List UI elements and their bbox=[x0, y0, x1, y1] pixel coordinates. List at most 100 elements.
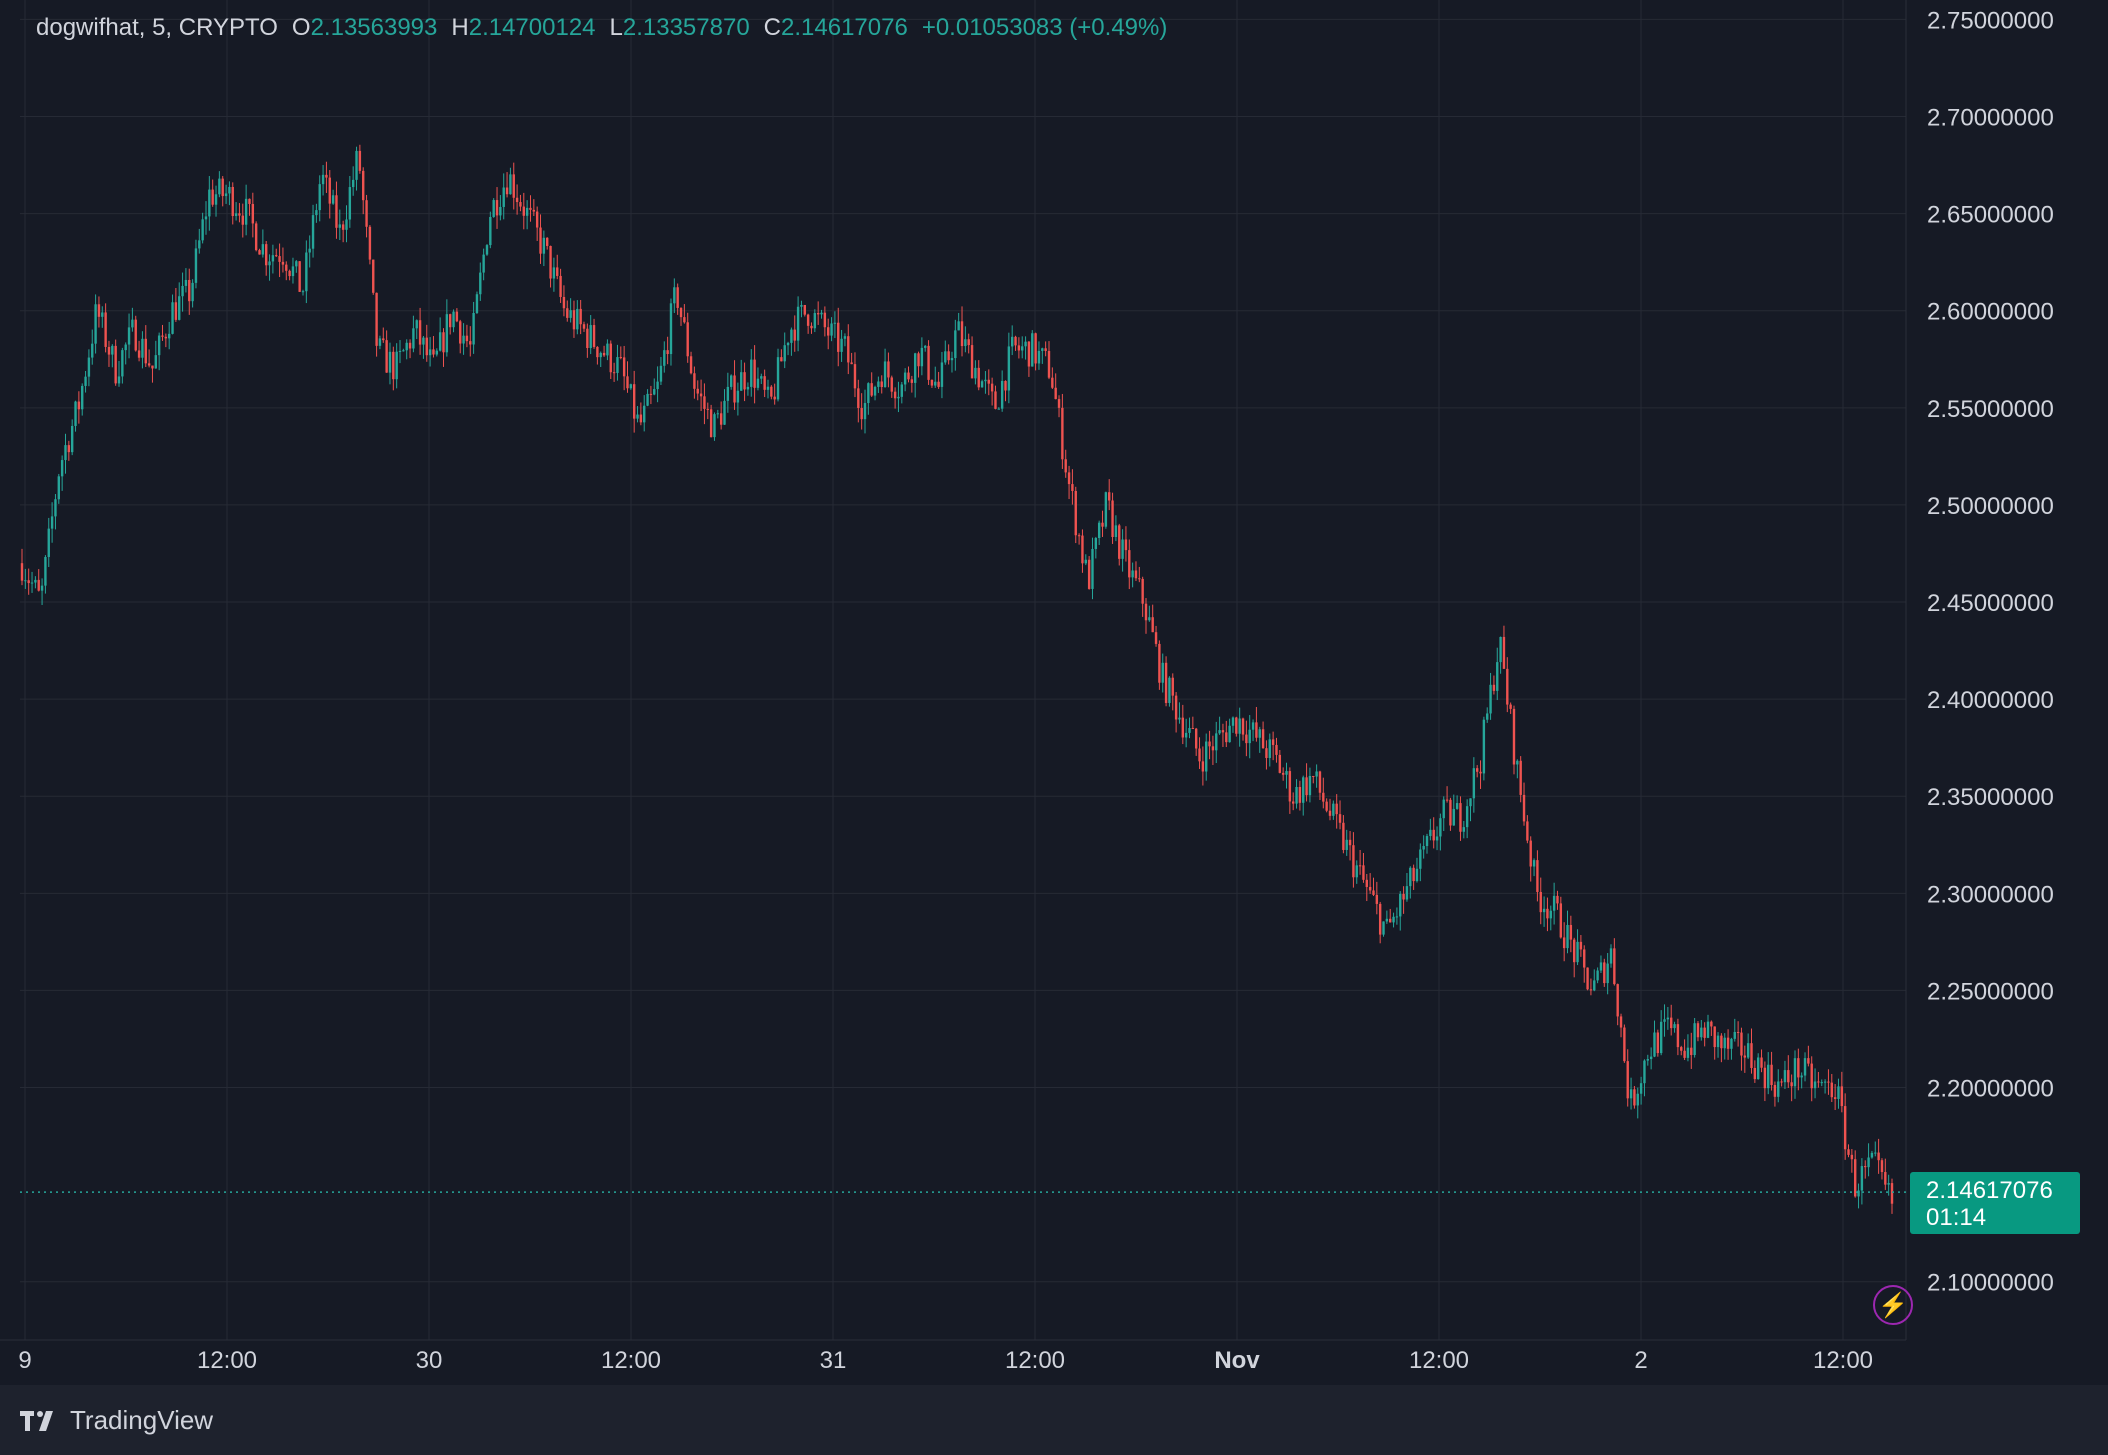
candle bbox=[1817, 1071, 1820, 1088]
candle bbox=[1683, 1039, 1686, 1061]
candle bbox=[308, 235, 311, 268]
candle bbox=[646, 389, 649, 407]
candle bbox=[442, 328, 445, 367]
candle bbox=[917, 351, 920, 378]
candle bbox=[1228, 718, 1231, 743]
candle bbox=[291, 257, 295, 284]
time-axis[interactable]: 9 12:00 30 12:00 31 12:00 Nov 12:00 2 12:00 bbox=[18, 1347, 1873, 1374]
brand[interactable]: TradingView bbox=[20, 1405, 213, 1436]
candle bbox=[77, 391, 81, 424]
candle bbox=[1118, 523, 1121, 566]
y-tick-label: 2.70000000 bbox=[1927, 105, 2054, 132]
candle bbox=[622, 345, 626, 391]
candle bbox=[1659, 1010, 1663, 1056]
candle bbox=[1469, 798, 1472, 822]
candle bbox=[1405, 873, 1409, 902]
candle bbox=[1773, 1081, 1777, 1107]
symbol-label[interactable]: dogwifhat, 5, CRYPTO bbox=[36, 14, 278, 41]
candle bbox=[669, 298, 673, 366]
candle bbox=[1626, 1049, 1629, 1107]
candle bbox=[378, 335, 382, 350]
candle bbox=[418, 307, 422, 355]
candle bbox=[1231, 716, 1235, 733]
candle bbox=[1054, 373, 1057, 400]
candle bbox=[880, 375, 883, 394]
candle bbox=[184, 268, 188, 293]
candle bbox=[331, 189, 335, 205]
candle bbox=[81, 383, 84, 416]
candle bbox=[1843, 1093, 1847, 1160]
candle bbox=[800, 300, 803, 318]
candle bbox=[1365, 873, 1368, 902]
candle bbox=[833, 311, 837, 339]
candle bbox=[1596, 967, 1599, 984]
lightning-bolt-icon[interactable]: ⚡ bbox=[1873, 1285, 1913, 1325]
candle bbox=[666, 336, 669, 365]
candle bbox=[1057, 395, 1061, 418]
candle bbox=[30, 571, 34, 593]
candle bbox=[1512, 705, 1516, 775]
y-tick-label: 2.10000000 bbox=[1927, 1270, 2054, 1297]
candle bbox=[1265, 740, 1268, 770]
chart-area[interactable]: 2.75000000 2.70000000 2.65000000 2.60000000… bbox=[0, 0, 2108, 1385]
candle bbox=[191, 279, 194, 308]
candle bbox=[1051, 367, 1054, 390]
candle bbox=[1723, 1033, 1726, 1060]
candle bbox=[1890, 1178, 1894, 1214]
candle bbox=[341, 220, 345, 243]
candle bbox=[1536, 850, 1539, 902]
candle bbox=[699, 379, 703, 412]
candle bbox=[609, 340, 612, 380]
candle bbox=[161, 324, 164, 341]
candle bbox=[1128, 539, 1131, 590]
candle bbox=[1335, 794, 1338, 829]
candle bbox=[1071, 469, 1074, 505]
candle bbox=[505, 172, 509, 198]
candle bbox=[1285, 762, 1288, 789]
candle bbox=[408, 339, 412, 359]
candle bbox=[693, 366, 696, 399]
candle bbox=[636, 406, 639, 423]
y-tick-label: 2.50000000 bbox=[1927, 493, 2054, 520]
candle bbox=[990, 377, 994, 406]
candle bbox=[248, 198, 251, 216]
candle bbox=[485, 244, 489, 256]
candle bbox=[392, 346, 395, 391]
candle bbox=[1726, 1029, 1730, 1060]
candle bbox=[1599, 955, 1603, 974]
candle bbox=[355, 146, 358, 191]
candle bbox=[1358, 849, 1362, 875]
candle bbox=[74, 400, 77, 432]
candle bbox=[1372, 877, 1375, 897]
footer: TradingView bbox=[0, 1385, 2108, 1455]
candle bbox=[1475, 765, 1479, 778]
candle bbox=[1215, 721, 1218, 764]
grid-lines bbox=[0, 0, 1907, 1341]
candle bbox=[733, 360, 736, 410]
candle bbox=[1298, 780, 1302, 811]
candle bbox=[1562, 922, 1566, 962]
candle bbox=[1021, 336, 1024, 359]
candle bbox=[1854, 1150, 1857, 1198]
candle bbox=[1184, 718, 1188, 748]
candle bbox=[753, 345, 756, 404]
candle bbox=[1763, 1061, 1767, 1102]
price-chart[interactable]: 2.75000000 2.70000000 2.65000000 2.60000000… bbox=[0, 0, 2108, 1385]
candle bbox=[465, 324, 469, 348]
candle bbox=[1315, 764, 1318, 788]
candle bbox=[278, 243, 281, 278]
candle bbox=[1753, 1060, 1757, 1083]
candle bbox=[1345, 829, 1348, 856]
candle bbox=[325, 161, 328, 193]
candle-series bbox=[20, 144, 1894, 1214]
price-axis[interactable]: 2.75000000 2.70000000 2.65000000 2.60000000… bbox=[1927, 7, 2054, 1296]
candle bbox=[703, 383, 706, 425]
candle bbox=[830, 317, 833, 342]
open-value: 2.13563993 bbox=[310, 14, 438, 41]
candle bbox=[1583, 945, 1586, 983]
candle bbox=[1158, 640, 1161, 690]
candle bbox=[535, 206, 539, 241]
candle bbox=[181, 272, 184, 312]
candle bbox=[171, 294, 174, 335]
candle bbox=[1770, 1051, 1773, 1091]
